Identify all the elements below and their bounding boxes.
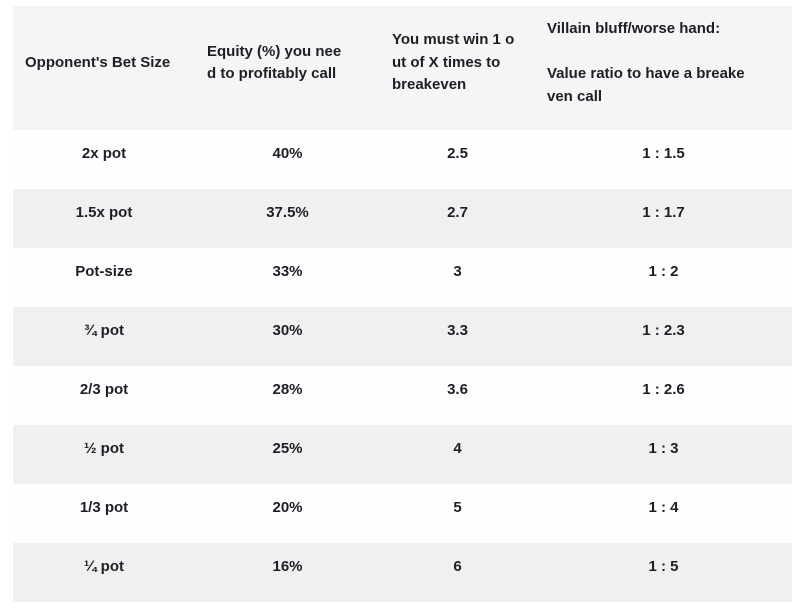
table-row: ¾ pot 30% 3.3 1 : 2.3	[13, 307, 792, 366]
cell-win-odds: 5	[380, 484, 535, 543]
cell-ratio: 1 : 1.5	[535, 130, 792, 189]
column-header-win-odds: You must win 1 o ut of X times to breake…	[380, 6, 535, 130]
cell-bet-size: Pot-size	[13, 248, 195, 307]
pot-odds-table: Opponent's Bet Size Equity (%) you nee d…	[13, 6, 792, 602]
table-row: 2x pot 40% 2.5 1 : 1.5	[13, 130, 792, 189]
cell-win-odds: 2.7	[380, 189, 535, 248]
cell-ratio: 1 : 2.6	[535, 366, 792, 425]
cell-win-odds: 6	[380, 543, 535, 602]
cell-equity: 25%	[195, 425, 380, 484]
cell-bet-size: ¾ pot	[13, 307, 195, 366]
header-row: Opponent's Bet Size Equity (%) you nee d…	[13, 6, 792, 130]
cell-equity: 30%	[195, 307, 380, 366]
cell-bet-size: 2/3 pot	[13, 366, 195, 425]
cell-ratio: 1 : 2	[535, 248, 792, 307]
cell-bet-size: 1/3 pot	[13, 484, 195, 543]
column-header-bet-size: Opponent's Bet Size	[13, 6, 195, 130]
table-row: Pot-size 33% 3 1 : 2	[13, 248, 792, 307]
table-row: 1.5x pot 37.5% 2.7 1 : 1.7	[13, 189, 792, 248]
table-row: ½ pot 25% 4 1 : 3	[13, 425, 792, 484]
cell-ratio: 1 : 2.3	[535, 307, 792, 366]
column-header-ratio: Villain bluff/worse hand: Value ratio to…	[535, 6, 792, 130]
table-body: 2x pot 40% 2.5 1 : 1.5 1.5x pot 37.5% 2.…	[13, 130, 792, 602]
cell-win-odds: 3	[380, 248, 535, 307]
table-header: Opponent's Bet Size Equity (%) you nee d…	[13, 6, 792, 130]
table-row: 1/3 pot 20% 5 1 : 4	[13, 484, 792, 543]
cell-equity: 40%	[195, 130, 380, 189]
cell-equity: 33%	[195, 248, 380, 307]
cell-bet-size: 1.5x pot	[13, 189, 195, 248]
cell-ratio: 1 : 1.7	[535, 189, 792, 248]
cell-win-odds: 2.5	[380, 130, 535, 189]
table-row: 2/3 pot 28% 3.6 1 : 2.6	[13, 366, 792, 425]
cell-bet-size: ½ pot	[13, 425, 195, 484]
cell-win-odds: 4	[380, 425, 535, 484]
cell-bet-size: ¼ pot	[13, 543, 195, 602]
cell-ratio: 1 : 4	[535, 484, 792, 543]
column-header-equity: Equity (%) you nee d to profitably call	[195, 6, 380, 130]
cell-win-odds: 3.3	[380, 307, 535, 366]
cell-win-odds: 3.6	[380, 366, 535, 425]
cell-ratio: 1 : 3	[535, 425, 792, 484]
cell-equity: 37.5%	[195, 189, 380, 248]
cell-bet-size: 2x pot	[13, 130, 195, 189]
cell-equity: 20%	[195, 484, 380, 543]
table-row: ¼ pot 16% 6 1 : 5	[13, 543, 792, 602]
cell-equity: 28%	[195, 366, 380, 425]
cell-ratio: 1 : 5	[535, 543, 792, 602]
cell-equity: 16%	[195, 543, 380, 602]
